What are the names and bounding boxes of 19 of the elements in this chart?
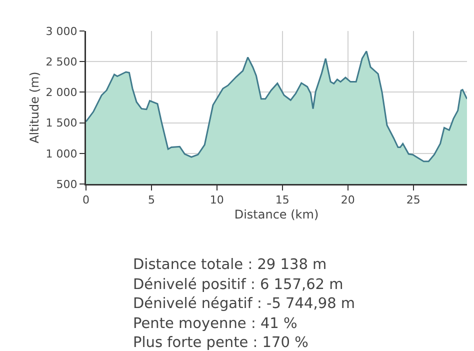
y-axis-title: Altitude (m): [27, 72, 42, 144]
text: Dénivelé positif : 6 157,62 m: [133, 276, 344, 294]
x-tick-label: 0: [82, 194, 90, 207]
text: Pente moyenne : 41 %: [133, 314, 298, 334]
y-tick-label: 2 500: [46, 55, 78, 68]
y-tick-label: 1 000: [46, 147, 78, 160]
text: Distance totale : 29 138 m: [133, 256, 328, 275]
y-tick-label: 3 000: [46, 24, 78, 38]
x-tick-label: 5: [148, 194, 155, 207]
x-tick-label: 25: [406, 194, 420, 207]
y-tick-label: 500: [56, 178, 78, 191]
text: Dénivelé négatif : -5 744,98 m: [133, 295, 356, 314]
text: Plus forte pente : 170 %: [133, 334, 310, 351]
y-tick-label: 2 000: [46, 86, 78, 100]
y-tick-label: 1 500: [46, 116, 78, 130]
x-tick-label: 10: [210, 194, 224, 207]
x-tick-label: 15: [275, 194, 290, 207]
x-tick-label: 20: [340, 194, 355, 207]
x-axis-title: Distance (km): [234, 207, 319, 222]
